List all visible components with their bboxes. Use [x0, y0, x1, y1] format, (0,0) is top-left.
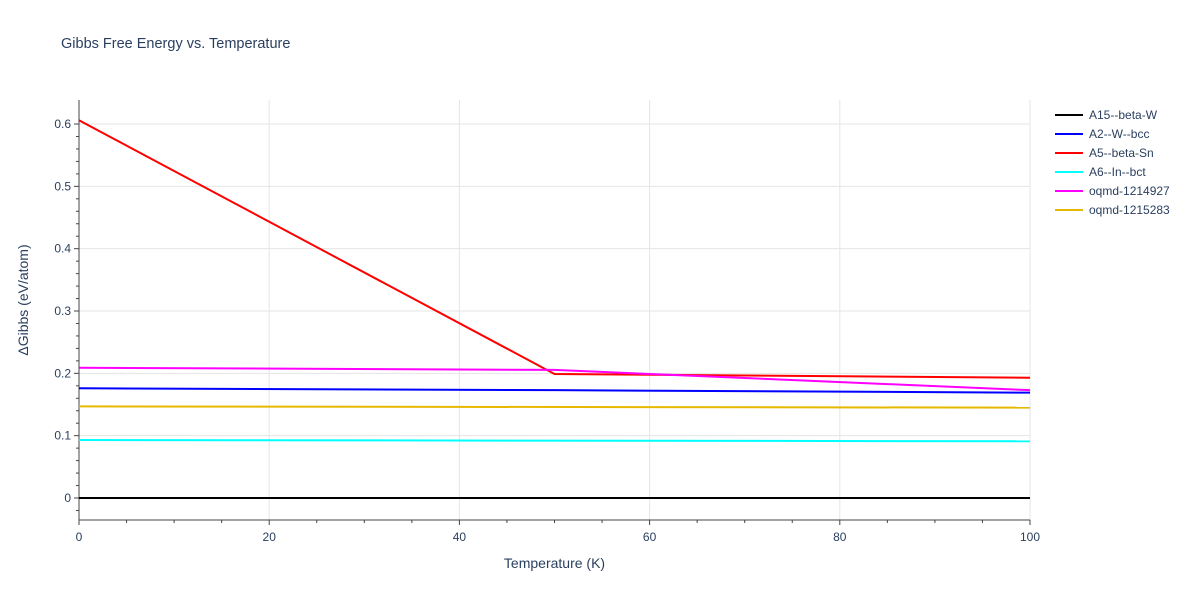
series-line-oqmd-1214927 [78, 366, 1031, 392]
y-tick-label: 0 [64, 491, 71, 505]
legend-label: A6--In--bct [1089, 165, 1146, 179]
x-axis-label: Temperature (K) [504, 555, 605, 571]
x-tick-label: 60 [643, 530, 657, 544]
y-tick-label: 0.3 [54, 304, 71, 318]
legend-label: oqmd-1215283 [1089, 203, 1170, 217]
x-tick-label: 40 [453, 530, 467, 544]
series-line-oqmd-1215283 [78, 405, 1031, 409]
x-tick-label: 0 [76, 530, 83, 544]
chart-title: Gibbs Free Energy vs. Temperature [61, 36, 291, 52]
legend-label: oqmd-1214927 [1089, 184, 1170, 198]
y-tick-label: 0.6 [54, 117, 71, 131]
y-tick-label: 0.2 [54, 366, 71, 380]
series-line-A5--beta-Sn [78, 119, 1031, 379]
legend-label: A2--W--bcc [1089, 127, 1149, 141]
y-tick-label: 0.5 [54, 179, 71, 193]
legend-label: A5--beta-Sn [1089, 146, 1154, 160]
x-tick-label: 100 [1020, 530, 1040, 544]
y-axis-label: ΔGibbs (eV/atom) [15, 244, 31, 355]
series-line-A6--In--bct [78, 439, 1031, 443]
series-line-A2--W--bcc [78, 387, 1031, 394]
legend-label: A15--beta-W [1089, 108, 1158, 122]
x-tick-label: 20 [263, 530, 277, 544]
y-tick-label: 0.4 [54, 242, 71, 256]
x-tick-label: 80 [833, 530, 847, 544]
y-tick-label: 0.1 [54, 429, 71, 443]
